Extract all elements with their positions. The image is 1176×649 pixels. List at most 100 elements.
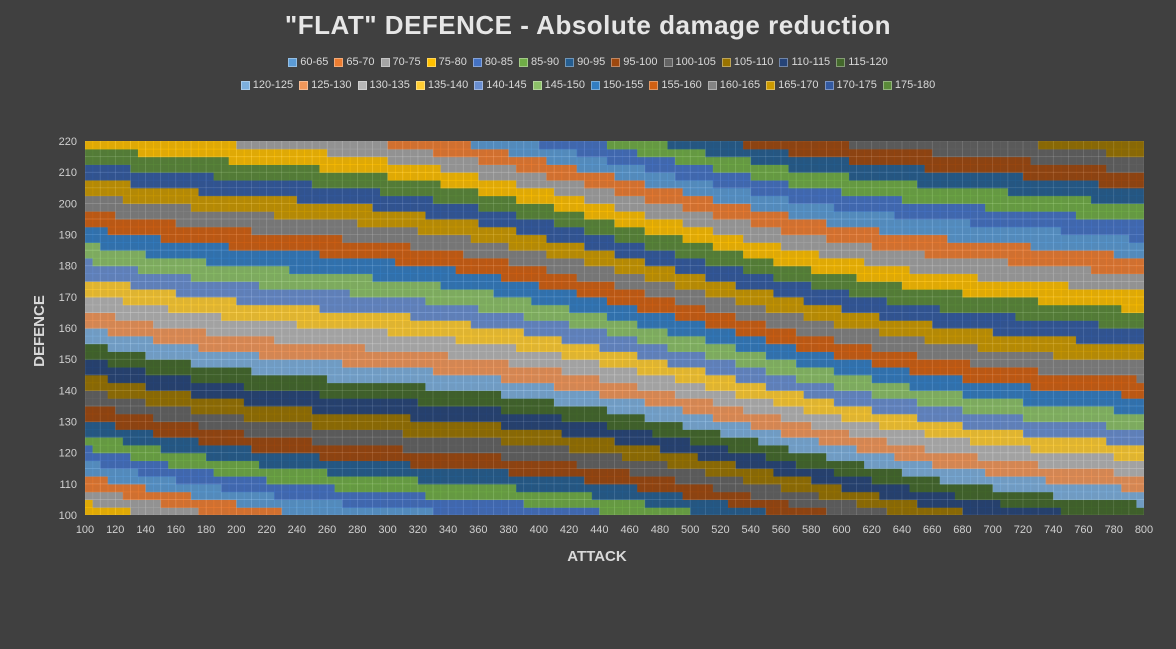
heat-cell xyxy=(251,374,260,384)
heat-cell xyxy=(501,491,510,501)
heat-cell xyxy=(168,351,177,360)
heat-cell xyxy=(690,382,699,391)
heat-cell xyxy=(387,242,396,251)
heat-cell xyxy=(493,343,502,352)
heat-cell xyxy=(327,203,336,212)
heat-cell xyxy=(682,437,691,446)
heat-cell xyxy=(168,195,177,204)
heat-cell xyxy=(614,359,623,368)
heat-cell xyxy=(463,328,472,337)
heat-cell xyxy=(387,328,396,337)
heat-cell xyxy=(243,304,253,314)
heat-cell xyxy=(92,460,101,469)
heat-cell xyxy=(652,320,661,329)
heat-cell xyxy=(425,413,434,423)
heat-cell xyxy=(92,320,101,329)
heat-cell xyxy=(758,172,767,181)
heat-cell xyxy=(221,148,230,158)
heat-cell xyxy=(115,421,124,430)
heat-cell xyxy=(122,273,131,282)
heat-cell xyxy=(553,335,563,345)
heat-cell xyxy=(243,211,253,220)
legend-item-150-155: 150-155 xyxy=(591,79,643,91)
heat-cell xyxy=(122,499,131,508)
heat-cell xyxy=(92,148,101,158)
heat-cell xyxy=(750,398,759,407)
heat-cell xyxy=(342,390,351,399)
heat-cell xyxy=(137,164,147,173)
heat-cell xyxy=(168,328,177,337)
heat-cell xyxy=(485,491,495,501)
heat-cell xyxy=(251,289,260,298)
heat-cell xyxy=(425,452,434,462)
heat-cell xyxy=(432,195,442,204)
heat-cell xyxy=(773,320,782,329)
heat-cell xyxy=(213,187,222,197)
heat-cell xyxy=(705,141,714,150)
heat-cell xyxy=(644,265,653,275)
heat-cell xyxy=(236,366,245,376)
heat-cell xyxy=(289,335,298,345)
heat-cell xyxy=(349,179,358,189)
heat-cell xyxy=(773,312,782,321)
heat-cell xyxy=(584,226,593,236)
heat-cell xyxy=(538,335,548,345)
heat-cell xyxy=(629,413,638,423)
heat-cell xyxy=(304,499,313,508)
heat-cell xyxy=(826,429,835,438)
heat-cell xyxy=(183,444,192,454)
heat-cell xyxy=(349,390,358,399)
heat-cell xyxy=(440,281,449,290)
heat-cell xyxy=(538,374,548,384)
heat-cell xyxy=(553,460,563,469)
heat-cell xyxy=(697,437,706,446)
heat-cell xyxy=(190,390,200,399)
heat-cell xyxy=(410,265,419,275)
heat-cell xyxy=(130,195,139,204)
heat-cell xyxy=(591,242,600,251)
heat-cell xyxy=(826,382,835,391)
heat-cell xyxy=(289,172,298,181)
heat-cell xyxy=(826,507,835,515)
heat-cell xyxy=(198,483,207,493)
heat-cell xyxy=(629,234,638,243)
heat-cell xyxy=(107,320,116,329)
heat-cell xyxy=(402,211,411,220)
heat-cell xyxy=(811,242,820,251)
heat-cell xyxy=(841,335,850,345)
heat-cell xyxy=(727,507,737,515)
heat-cell xyxy=(274,141,283,150)
heat-cell xyxy=(569,328,578,337)
heat-cell xyxy=(342,195,351,204)
heat-cell xyxy=(690,141,699,150)
heat-cell xyxy=(818,460,827,469)
heat-cell xyxy=(206,320,215,329)
heat-cell xyxy=(780,211,790,220)
heat-cell xyxy=(115,289,124,298)
heat-cell xyxy=(349,405,358,415)
heat-cell xyxy=(712,351,721,360)
heat-cell xyxy=(735,218,744,228)
heat-cell xyxy=(160,444,169,454)
heat-cell xyxy=(720,335,729,345)
heat-cell xyxy=(561,211,570,220)
heat-cell xyxy=(841,179,850,189)
heat-cell xyxy=(440,273,449,282)
heat-cell xyxy=(667,507,676,515)
heat-cell xyxy=(705,296,714,306)
heat-cell xyxy=(160,382,169,391)
heat-cell xyxy=(311,421,321,430)
heat-cell xyxy=(213,437,222,446)
heat-cell xyxy=(765,320,774,329)
heat-cell xyxy=(773,483,782,493)
heat-cell xyxy=(342,265,351,275)
heat-cell xyxy=(584,351,593,360)
heat-cell xyxy=(546,250,555,259)
heat-cell xyxy=(395,359,404,368)
heat-cell xyxy=(501,444,510,454)
heat-cell xyxy=(848,452,858,462)
heat-cell xyxy=(258,195,268,204)
heat-cell xyxy=(296,234,305,243)
heat-cell xyxy=(206,366,215,376)
heat-cell xyxy=(432,156,442,165)
